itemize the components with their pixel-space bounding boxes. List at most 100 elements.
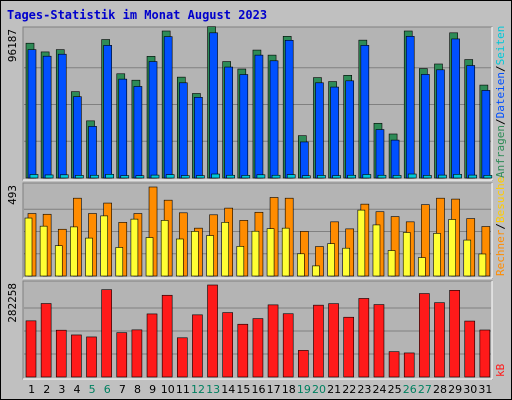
bar-kb <box>373 304 385 378</box>
bar-seiten <box>271 174 281 179</box>
bar-rechner <box>418 257 426 277</box>
bar-kb <box>419 293 430 378</box>
bar-rechner <box>372 224 381 277</box>
x-tick-label: 30 <box>463 383 477 396</box>
bar-seiten <box>180 175 190 179</box>
x-tick-label: 21 <box>327 383 341 396</box>
bar-kb <box>343 316 355 378</box>
bar-seiten <box>392 175 402 179</box>
bar-seiten <box>286 174 296 179</box>
x-axis-day-labels: 1 2 3 4 5 6 7 8 9 10 11 12 13 14 15 16 17 18 19 20 21 22 23 24 2… <box>28 383 492 396</box>
bar-rechner <box>312 265 320 277</box>
bar-kb <box>146 313 158 378</box>
legend-entry: Besuche <box>494 177 507 223</box>
bar-seiten <box>407 173 417 179</box>
bar-kb <box>403 352 415 378</box>
x-tick-label: 9 <box>149 383 156 396</box>
bar-seiten <box>120 175 130 179</box>
x-tick-label: 15 <box>236 383 250 396</box>
bar-kb <box>222 312 233 378</box>
bar-dateien <box>133 86 143 179</box>
x-tick-label: 22 <box>342 383 356 396</box>
bar-seiten <box>377 174 387 179</box>
x-tick-label: 25 <box>388 383 402 396</box>
x-tick-label: 13 <box>206 383 220 396</box>
bar-seiten <box>211 173 220 179</box>
bar-dateien <box>27 49 37 179</box>
x-tick-label: 1 <box>28 383 35 396</box>
bar-rechner <box>160 220 169 277</box>
bar-dateien <box>224 66 233 179</box>
bar-kb <box>298 350 309 378</box>
bar-rechner <box>402 232 411 277</box>
bar-seiten <box>317 175 326 179</box>
bar-rechner <box>221 222 229 277</box>
x-tick-label: 5 <box>89 383 96 396</box>
x-tick-label: 4 <box>73 383 80 396</box>
bar-dateien <box>42 55 52 179</box>
bar-seiten <box>483 175 493 179</box>
bar-dateien <box>315 82 324 179</box>
bar-kb <box>252 318 264 378</box>
x-tick-label: 16 <box>252 383 266 396</box>
x-tick-label: 14 <box>221 383 235 396</box>
bar-rechner <box>39 225 48 277</box>
bar-seiten <box>75 175 84 179</box>
bar-dateien <box>390 139 400 179</box>
series-legend: kB <box>494 363 507 377</box>
bar-dateien <box>103 45 112 179</box>
bar-kb <box>71 334 82 378</box>
bar-kb <box>192 314 203 378</box>
bar-dateien <box>178 82 188 179</box>
bar-kb <box>479 329 491 378</box>
bar-dateien <box>345 80 355 179</box>
bar-rechner <box>478 253 487 277</box>
bar-seiten <box>241 175 251 179</box>
bar-rechner <box>463 239 472 277</box>
bar-kb <box>116 332 128 378</box>
x-tick-label: 12 <box>191 383 205 396</box>
bar-kb <box>161 294 173 378</box>
x-tick-label: 20 <box>312 383 326 396</box>
bar-rechner <box>70 226 78 277</box>
x-tick-label: 18 <box>282 383 296 396</box>
bar-seiten <box>165 174 175 179</box>
x-tick-label: 11 <box>176 383 190 396</box>
bar-seiten <box>90 174 99 179</box>
x-tick-label: 10 <box>161 383 175 396</box>
bar-kb <box>434 302 445 378</box>
bar-kb <box>55 329 67 378</box>
y-max-label: 493 <box>6 185 19 205</box>
bar-seiten <box>196 175 205 179</box>
bar-dateien <box>300 141 309 179</box>
x-tick-label: 17 <box>267 383 281 396</box>
bar-kb <box>464 320 476 378</box>
bar-kb <box>131 329 143 378</box>
bar-dateien <box>88 126 97 179</box>
bar-kb <box>86 336 97 378</box>
chart-title: Tages-Statistik im Monat August 2023 <box>7 8 267 22</box>
chart-panels: 96187Anfragen/Dateien/Seiten493Rechner/B… <box>6 26 507 380</box>
bar-dateien <box>118 78 128 179</box>
bar-seiten <box>256 174 266 179</box>
bar-dateien <box>375 129 385 179</box>
bar-kb <box>282 313 294 378</box>
bar-rechner <box>236 246 245 277</box>
y-max-label: 282258 <box>6 283 19 323</box>
bar-kb <box>176 337 188 378</box>
x-tick-label: 27 <box>418 383 432 396</box>
bar-rechner <box>100 215 108 277</box>
bar-dateien <box>466 65 476 179</box>
bar-seiten <box>105 174 114 179</box>
bar-dateien <box>269 60 279 179</box>
bar-dateien <box>330 86 339 179</box>
bar-kb <box>449 289 460 378</box>
bar-seiten <box>59 174 69 179</box>
legend-entry: / <box>494 118 507 125</box>
bar-seiten <box>438 174 447 179</box>
bar-dateien <box>254 54 264 179</box>
bar-dateien <box>284 40 294 179</box>
